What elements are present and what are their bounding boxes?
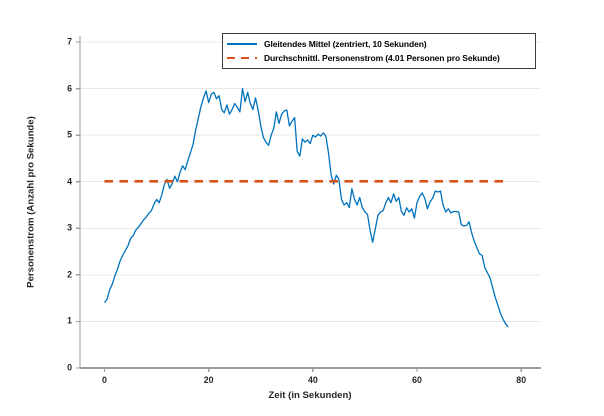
moving-average-line <box>103 87 509 328</box>
legend-label-mean: Durchschnittl. Personenstrom (4.01 Perso… <box>264 53 500 63</box>
x-tick-label: 80 <box>516 375 527 385</box>
x-tick-label: 40 <box>307 375 318 385</box>
y-tick-label: 2 <box>67 269 72 280</box>
legend-label-moving-average: Gleitendes Mittel (zentriert, 10 Sekunde… <box>264 39 427 49</box>
y-tick-label: 6 <box>67 83 72 94</box>
legend-line-sample-solid <box>227 43 257 45</box>
legend-item-moving-average: Gleitendes Mittel (zentriert, 10 Sekunde… <box>227 39 531 49</box>
y-tick-label: 1 <box>67 316 72 327</box>
x-axis-label: Zeit (in Sekunden) <box>268 390 352 401</box>
x-tick-label: 20 <box>203 375 214 385</box>
y-axis-label: Personenstrom (Anzahl pro Sekunde) <box>25 116 37 288</box>
y-tick-label: 7 <box>67 36 72 47</box>
y-tick-label: 4 <box>67 176 72 187</box>
y-tick-label: 5 <box>67 129 72 140</box>
y-tick-label: 0 <box>67 362 72 373</box>
x-tick-label: 0 <box>102 375 107 385</box>
y-tick-label: 3 <box>67 222 72 233</box>
x-tick-label: 60 <box>412 375 422 385</box>
legend-item-mean: Durchschnittl. Personenstrom (4.01 Perso… <box>227 53 531 63</box>
legend: Gleitendes Mittel (zentriert, 10 Sekunde… <box>222 33 536 69</box>
legend-line-sample-dashed <box>227 56 257 60</box>
